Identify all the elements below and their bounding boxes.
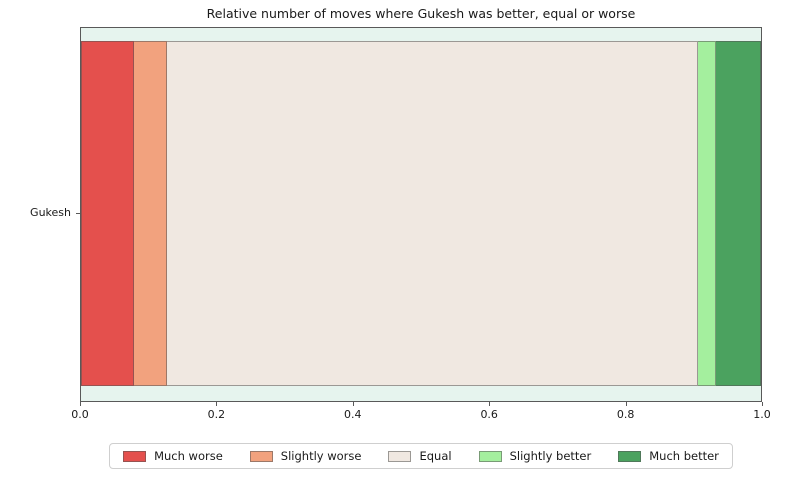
x-tick-label: 0.4	[344, 408, 362, 421]
x-tick-mark	[489, 402, 491, 406]
x-tick-mark	[352, 402, 354, 406]
legend-label: Much worse	[154, 449, 223, 463]
legend-container: Much worse Slightly worse Equal Slightly be…	[80, 443, 762, 469]
legend-swatch	[618, 450, 642, 462]
x-tick-label: 0.0	[71, 408, 89, 421]
legend-item-slightly-better: Slightly better	[478, 449, 592, 463]
x-tick-label: 0.8	[616, 408, 635, 421]
legend-item-equal: Equal	[388, 449, 452, 463]
legend-swatch	[123, 450, 147, 462]
x-tick-mark	[216, 402, 218, 406]
plot-area	[80, 27, 762, 402]
x-tick-mark	[80, 402, 81, 406]
legend-item-slightly-worse: Slightly worse	[249, 449, 362, 463]
legend: Much worse Slightly worse Equal Slightly be…	[109, 443, 733, 469]
x-tick-label: 1.0	[753, 408, 771, 421]
x-tick-mark	[625, 402, 627, 406]
x-tick-label: 0.6	[480, 408, 498, 421]
chart-title: Relative number of moves where Gukesh wa…	[206, 6, 636, 21]
legend-label: Much better	[649, 449, 719, 463]
y-tick-label: Gukesh	[30, 206, 71, 219]
legend-label: Slightly better	[509, 449, 592, 463]
bar-segment-equal	[166, 41, 699, 386]
y-tick-mark	[76, 213, 80, 214]
legend-swatch	[249, 450, 273, 462]
legend-label: Equal	[419, 449, 452, 463]
stacked-bar	[81, 41, 761, 386]
bar-segment-much-better	[716, 41, 761, 386]
bar-segment-slightly-worse	[134, 41, 167, 386]
x-tick-label: 0.2	[207, 408, 226, 421]
bar-segment-much-worse	[81, 41, 135, 386]
legend-item-much-worse: Much worse	[123, 449, 223, 463]
x-tick-mark	[762, 402, 763, 406]
legend-item-much-better: Much better	[618, 449, 719, 463]
legend-label: Slightly worse	[280, 449, 362, 463]
legend-swatch	[388, 450, 412, 462]
legend-swatch	[478, 450, 502, 462]
bar-segment-slightly-better	[698, 41, 717, 386]
